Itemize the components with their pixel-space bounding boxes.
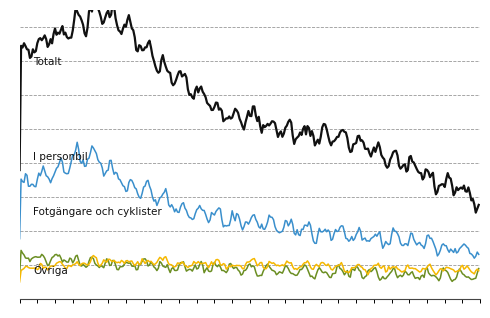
Text: Totalt: Totalt	[33, 57, 62, 67]
Text: Fotgängare och cyklister: Fotgängare och cyklister	[33, 207, 162, 217]
Text: I personbil: I personbil	[33, 152, 88, 162]
Text: Övriga: Övriga	[33, 264, 68, 276]
